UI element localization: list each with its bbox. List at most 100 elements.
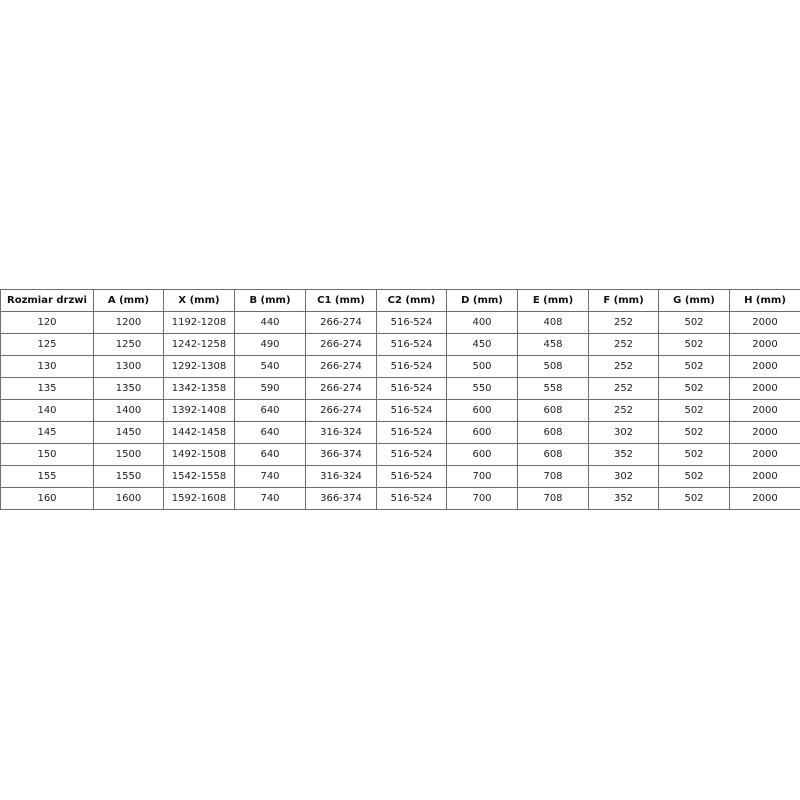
table-cell: 2000 (729, 421, 800, 444)
table-cell: 2000 (729, 465, 800, 488)
table-cell: 150 (0, 443, 94, 466)
column-header: G (mm) (658, 289, 730, 312)
table-cell: 490 (234, 333, 306, 356)
table-cell: 266-274 (305, 377, 377, 400)
table-cell: 1450 (93, 421, 164, 444)
table-cell: 1392-1408 (163, 399, 235, 422)
table-cell: 700 (446, 465, 518, 488)
column-header: X (mm) (163, 289, 235, 312)
table-cell: 1250 (93, 333, 164, 356)
table-cell: 2000 (729, 399, 800, 422)
table-row: 145 1450 1442-1458 640 316-324 516-524 600 608 3… (0, 421, 800, 444)
table-cell: 608 (517, 399, 589, 422)
table-cell: 252 (588, 311, 659, 334)
table-cell: 1442-1458 (163, 421, 235, 444)
table-cell: 140 (0, 399, 94, 422)
table-cell: 516-524 (376, 443, 447, 466)
dimensions-table: Rozmiar drzwi A (mm) X (mm) B (mm) C1 (mm) C2… (0, 289, 800, 510)
table-row: 150 1500 1492-1508 640 366-374 516-524 600 608 3… (0, 443, 800, 466)
table-cell: 516-524 (376, 487, 447, 510)
table-cell: 1342-1358 (163, 377, 235, 400)
column-header: Rozmiar drzwi (0, 289, 94, 312)
table-cell: 608 (517, 421, 589, 444)
table-cell: 316-324 (305, 465, 377, 488)
table-cell: 450 (446, 333, 518, 356)
table-cell: 516-524 (376, 377, 447, 400)
table-cell: 516-524 (376, 465, 447, 488)
table-cell: 740 (234, 487, 306, 510)
table-cell: 640 (234, 421, 306, 444)
table-cell: 1300 (93, 355, 164, 378)
table-cell: 302 (588, 421, 659, 444)
table-cell: 2000 (729, 443, 800, 466)
table-body: 120 1200 1192-1208 440 266-274 516-524 400 408 2… (0, 311, 800, 510)
column-header: D (mm) (446, 289, 518, 312)
table-cell: 1200 (93, 311, 164, 334)
table-row: 135 1350 1342-1358 590 266-274 516-524 550 558 2… (0, 377, 800, 400)
column-header: E (mm) (517, 289, 589, 312)
table-cell: 2000 (729, 333, 800, 356)
table-cell: 740 (234, 465, 306, 488)
column-header: F (mm) (588, 289, 659, 312)
column-header: B (mm) (234, 289, 306, 312)
column-header: A (mm) (93, 289, 164, 312)
table-cell: 516-524 (376, 355, 447, 378)
table-cell: 500 (446, 355, 518, 378)
table-cell: 502 (658, 421, 730, 444)
table-cell: 316-324 (305, 421, 377, 444)
table-cell: 502 (658, 487, 730, 510)
column-header: H (mm) (729, 289, 800, 312)
table-cell: 352 (588, 443, 659, 466)
table-cell: 558 (517, 377, 589, 400)
table-row: 125 1250 1242-1258 490 266-274 516-524 450 458 2… (0, 333, 800, 356)
table-cell: 502 (658, 443, 730, 466)
table-row: 130 1300 1292-1308 540 266-274 516-524 500 508 2… (0, 355, 800, 378)
table-cell: 160 (0, 487, 94, 510)
table-cell: 155 (0, 465, 94, 488)
table-cell: 2000 (729, 487, 800, 510)
header-row: Rozmiar drzwi A (mm) X (mm) B (mm) C1 (mm) C2… (0, 289, 800, 312)
table-cell: 366-374 (305, 443, 377, 466)
table-cell: 366-374 (305, 487, 377, 510)
table-cell: 266-274 (305, 399, 377, 422)
table-cell: 125 (0, 333, 94, 356)
table-cell: 252 (588, 377, 659, 400)
table-cell: 590 (234, 377, 306, 400)
table-cell: 1500 (93, 443, 164, 466)
table-cell: 135 (0, 377, 94, 400)
table-cell: 608 (517, 443, 589, 466)
table-row: 155 1550 1542-1558 740 316-324 516-524 700 708 3… (0, 465, 800, 488)
column-header: C1 (mm) (305, 289, 377, 312)
table-cell: 400 (446, 311, 518, 334)
table-cell: 600 (446, 443, 518, 466)
table-cell: 516-524 (376, 311, 447, 334)
column-header: C2 (mm) (376, 289, 447, 312)
table-cell: 1542-1558 (163, 465, 235, 488)
table-cell: 502 (658, 399, 730, 422)
table-cell: 252 (588, 399, 659, 422)
table-cell: 1192-1208 (163, 311, 235, 334)
table-cell: 502 (658, 377, 730, 400)
table-cell: 640 (234, 443, 306, 466)
table-cell: 302 (588, 465, 659, 488)
table-cell: 516-524 (376, 333, 447, 356)
table-cell: 252 (588, 333, 659, 356)
table-cell: 550 (446, 377, 518, 400)
table-cell: 352 (588, 487, 659, 510)
table-cell: 708 (517, 487, 589, 510)
table-cell: 120 (0, 311, 94, 334)
table-row: 140 1400 1392-1408 640 266-274 516-524 600 608 2… (0, 399, 800, 422)
table-cell: 408 (517, 311, 589, 334)
table-cell: 266-274 (305, 355, 377, 378)
table-cell: 145 (0, 421, 94, 444)
table-cell: 516-524 (376, 399, 447, 422)
table-cell: 1600 (93, 487, 164, 510)
table-cell: 252 (588, 355, 659, 378)
table-cell: 1492-1508 (163, 443, 235, 466)
table-cell: 1400 (93, 399, 164, 422)
table-cell: 1242-1258 (163, 333, 235, 356)
table-cell: 1592-1608 (163, 487, 235, 510)
table-cell: 1292-1308 (163, 355, 235, 378)
table-cell: 708 (517, 465, 589, 488)
table-cell: 600 (446, 421, 518, 444)
